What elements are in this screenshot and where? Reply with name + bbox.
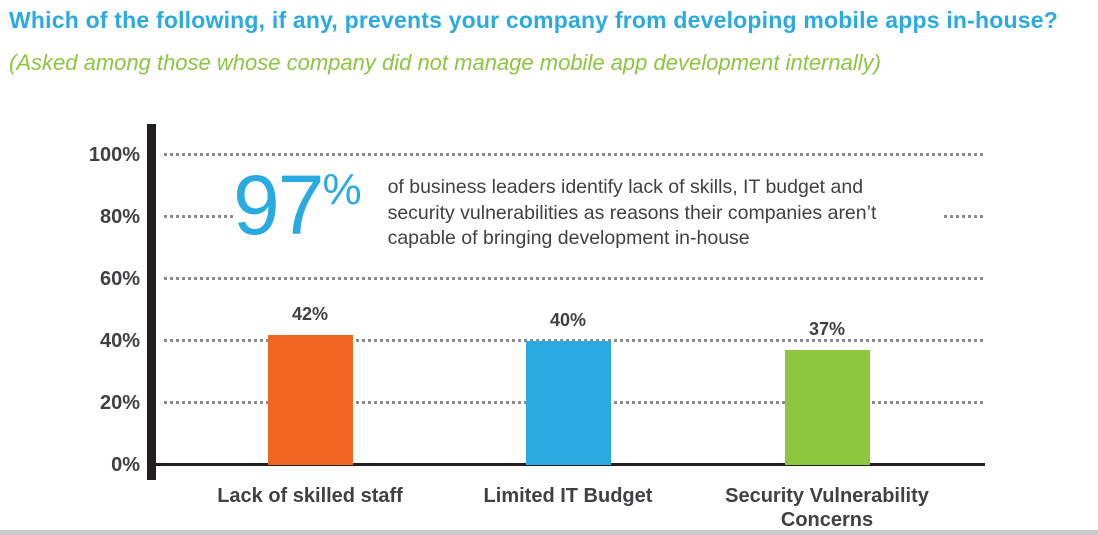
category-label: Security Vulnerability Concerns [725,485,929,531]
y-tick-label: 80% [99,206,140,228]
gridline [164,153,983,156]
bar-1 [267,334,353,465]
bottom-edge-strip [0,530,1098,535]
bar-2 [525,341,611,465]
annotation-text: of business leaders identify lack of ski… [387,176,877,250]
category-label: Lack of skilled staff [217,485,403,507]
y-tick-label: 40% [99,330,140,352]
y-tick-label: 100% [88,144,140,166]
bar-value-label: 37% [808,319,846,340]
y-axis-line [147,124,156,480]
chart-title: Which of the following, if any, prevents… [9,7,1059,33]
y-tick-label: 60% [99,268,140,290]
y-tick-label: 0% [111,454,140,476]
chart-subtitle: (Asked among those whose company did not… [9,50,881,75]
gridline [164,277,983,280]
bar-value-label: 40% [549,310,587,330]
stat-number: 97 [233,158,324,252]
stat-percent-sign: % [322,165,362,214]
gridline [164,339,983,342]
category-label: Limited IT Budget [483,485,653,507]
annotation-callout: 97% of business leaders identify lack of… [233,162,944,261]
y-tick-label: 20% [99,392,140,414]
bar-value-label: 42% [291,303,329,324]
stat-97-percent: 97% [233,163,362,247]
bar-3 [784,350,870,465]
